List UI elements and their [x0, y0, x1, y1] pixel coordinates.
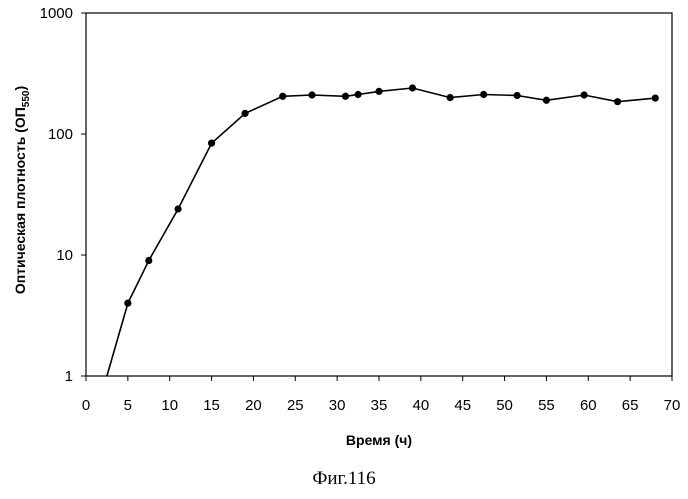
x-tick-label: 45 — [454, 397, 471, 414]
data-point — [279, 93, 286, 100]
data-points — [124, 84, 659, 306]
data-point — [409, 84, 416, 91]
data-point — [145, 257, 152, 264]
series-line — [107, 88, 655, 376]
y-tick-label: 1 — [65, 368, 73, 385]
x-tick-label: 40 — [413, 397, 430, 414]
x-axis-title: Время (ч) — [346, 432, 412, 448]
data-point — [375, 88, 382, 95]
x-tick-label: 60 — [580, 397, 597, 414]
y-axis-title: Оптическая плотность (ОП550) — [12, 86, 32, 294]
data-point — [241, 110, 248, 117]
x-tick-label: 20 — [245, 397, 262, 414]
y-tick-label: 10 — [56, 247, 73, 264]
x-tick-label: 65 — [622, 397, 639, 414]
x-tick-label: 5 — [124, 397, 132, 414]
data-point — [308, 91, 315, 98]
data-point — [614, 98, 621, 105]
data-point — [354, 91, 361, 98]
data-point — [342, 93, 349, 100]
x-axis-ticks: 0 5 10 15 20 25 30 35 40 45 50 55 60 65 70 — [82, 376, 681, 414]
x-tick-label: 0 — [82, 397, 90, 414]
data-point — [447, 94, 454, 101]
data-point — [581, 91, 588, 98]
x-tick-label: 10 — [161, 397, 178, 414]
figure-caption: Фиг.116 — [0, 468, 688, 490]
data-point — [174, 205, 181, 212]
x-tick-label: 55 — [538, 397, 555, 414]
y-tick-label: 100 — [48, 126, 73, 143]
x-tick-label: 35 — [371, 397, 388, 414]
y-axis-title-main: Оптическая плотность (ОП — [12, 107, 28, 294]
y-axis-title-subscript: 550 — [21, 90, 32, 107]
data-point — [480, 91, 487, 98]
data-point — [124, 300, 131, 307]
data-point — [652, 95, 659, 102]
x-tick-label: 15 — [203, 397, 220, 414]
x-tick-label: 30 — [329, 397, 346, 414]
y-axis-title-close: ) — [12, 86, 28, 91]
x-tick-label: 25 — [287, 397, 304, 414]
y-axis-ticks: 1 10 100 1000 — [40, 5, 86, 385]
data-point — [208, 140, 215, 147]
x-tick-label: 50 — [496, 397, 513, 414]
y-tick-label: 1000 — [40, 5, 73, 22]
plot-frame — [86, 13, 672, 376]
x-tick-label: 70 — [664, 397, 681, 414]
data-point — [514, 92, 521, 99]
data-point — [543, 97, 550, 104]
